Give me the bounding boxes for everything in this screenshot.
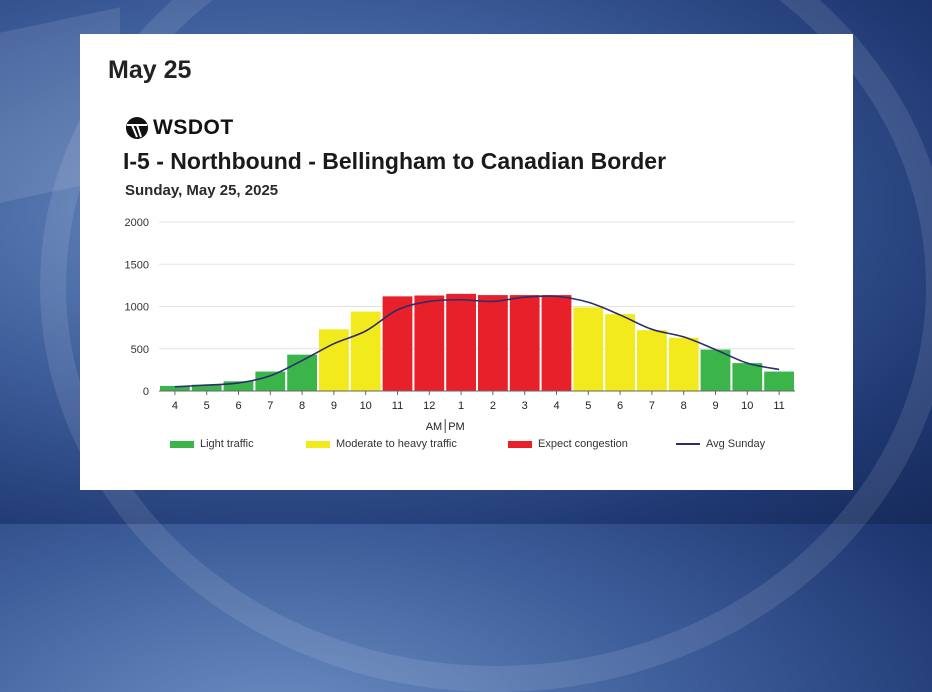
logo-text: WSDOT: [153, 116, 234, 139]
avg-sunday-line: [174, 295, 780, 388]
legend-swatch-avg: [676, 443, 700, 445]
legend-label-avg: Avg Sunday: [706, 438, 766, 450]
x-tick-label: 9: [331, 400, 337, 412]
date-heading: May 25: [108, 56, 192, 84]
bar: [414, 295, 445, 391]
chart-panel: May 25 WSDOT I-5 - Northbound - Bellingh…: [80, 34, 853, 490]
x-tick-label: 3: [522, 400, 528, 412]
x-tick-label: 6: [617, 400, 623, 412]
legend-swatch-moderate: [306, 440, 330, 448]
bar: [223, 381, 254, 391]
legend-label-congestion: Expect congestion: [538, 438, 628, 450]
bar: [446, 293, 476, 391]
bar: [700, 349, 731, 391]
x-tick-label: 7: [267, 400, 273, 412]
bar: [764, 371, 794, 391]
x-tick-label: 7: [649, 400, 655, 412]
y-tick-label: 0: [143, 386, 149, 398]
legend-item-light: Light traffic: [170, 438, 254, 450]
y-tick-label: 500: [131, 344, 149, 356]
x-tick-label: 1: [458, 400, 464, 412]
pm-label: PM: [448, 421, 465, 433]
y-tick-label: 1000: [125, 302, 149, 314]
bar: [637, 330, 667, 391]
y-tick-label: 2000: [125, 217, 149, 229]
x-tick-label: 5: [204, 400, 210, 412]
chart-title: I-5 - Northbound - Bellingham to Canadia…: [123, 148, 667, 174]
legend-label-light: Light traffic: [200, 438, 254, 450]
x-tick-label: 8: [681, 400, 687, 412]
x-tick-label: 10: [741, 400, 753, 412]
x-tick-label: 11: [392, 400, 403, 412]
y-tick-label: 1500: [125, 259, 149, 271]
legend-swatch-light: [170, 440, 194, 448]
chart-legend: Light traffic Moderate to heavy traffic …: [80, 438, 853, 458]
bar: [255, 371, 286, 391]
legend-item-congestion: Expect congestion: [508, 438, 628, 450]
bar: [478, 295, 508, 391]
x-tick-label: 9: [712, 400, 718, 412]
bar: [160, 385, 190, 391]
chart-subtitle: Sunday, May 25, 2025: [125, 182, 279, 199]
x-tick-label: 4: [172, 400, 178, 412]
x-tick-label: 4: [553, 400, 559, 412]
legend-item-moderate: Moderate to heavy traffic: [306, 438, 457, 450]
bar: [541, 295, 572, 391]
bar: [573, 307, 604, 391]
bar: [732, 363, 763, 391]
legend-item-avg: Avg Sunday: [676, 438, 765, 450]
bar: [382, 296, 413, 391]
am-label: AM: [426, 421, 443, 433]
x-tick-label: 5: [585, 400, 591, 412]
legend-label-moderate: Moderate to heavy traffic: [336, 438, 457, 450]
bar: [605, 314, 635, 391]
x-tick-label: 6: [235, 400, 241, 412]
bar: [668, 337, 699, 391]
x-tick-label: 12: [423, 400, 435, 412]
x-tick-label: 2: [490, 400, 496, 412]
wsdot-logo-icon: [126, 117, 148, 139]
bar: [319, 329, 349, 391]
bar: [509, 295, 540, 391]
legend-swatch-congestion: [508, 440, 532, 448]
wsdot-logo: WSDOT: [124, 116, 234, 140]
x-tick-label: 8: [299, 400, 305, 412]
x-tick-label: 11: [773, 400, 784, 412]
x-tick-label: 10: [360, 400, 372, 412]
bar: [191, 384, 222, 391]
